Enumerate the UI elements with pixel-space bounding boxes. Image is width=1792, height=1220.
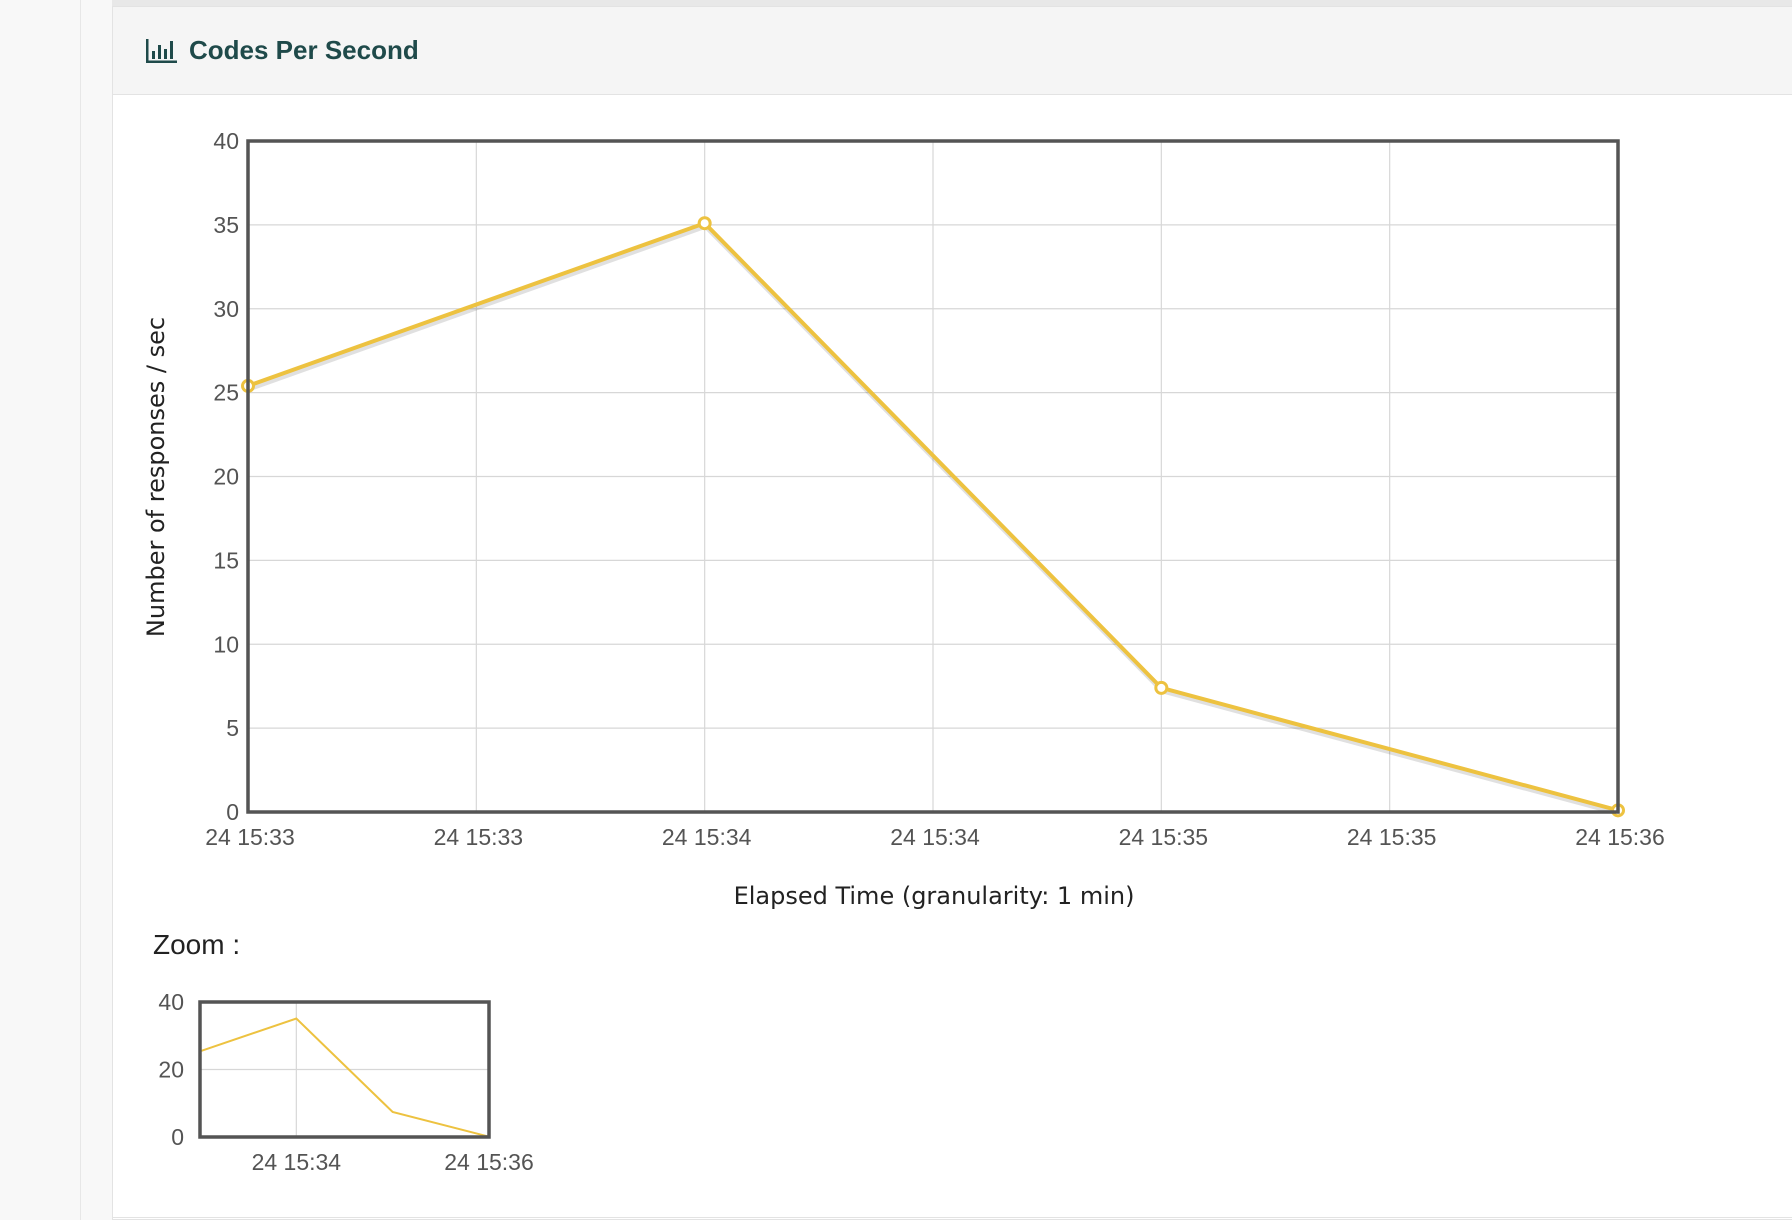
- data-point[interactable]: [1154, 680, 1169, 695]
- y-tick-label: 5: [226, 715, 239, 741]
- x-tick-label: 24 15:36: [1575, 824, 1665, 850]
- x-tick-label: 24 15:35: [1119, 824, 1209, 850]
- panel-title: Codes Per Second: [189, 35, 419, 65]
- series-line: [247, 221, 1619, 813]
- x-tick-label: 24 15:34: [662, 824, 752, 850]
- zoom-x-tick-label: 24 15:36: [444, 1149, 534, 1175]
- x-tick-label: 24 15:33: [205, 824, 295, 850]
- left-sidebar: [0, 0, 81, 1220]
- codes-per-second-panel: Codes Per Second: [112, 6, 1792, 1220]
- bar-chart-icon: [146, 38, 177, 63]
- y-tick-label: 15: [213, 547, 239, 573]
- zoom-y-tick-label: 0: [171, 1124, 184, 1150]
- y-tick-label: 25: [213, 380, 239, 406]
- zoom-y-tick-label: 20: [158, 1057, 184, 1083]
- x-tick-label: 24 15:35: [1347, 824, 1437, 850]
- zoom-x-tick-labels: 24 15:34 24 15:36: [252, 1149, 534, 1175]
- data-point[interactable]: [697, 216, 712, 231]
- y-tick-label: 20: [213, 464, 239, 490]
- y-tick-label: 0: [226, 799, 239, 825]
- y-tick-label: 10: [213, 631, 239, 657]
- zoom-chart-grid: [200, 1001, 490, 1138]
- y-tick-label: 40: [213, 128, 239, 154]
- y-axis-label: Number of responses / sec: [142, 317, 170, 637]
- x-axis-label: Elapsed Time (granularity: 1 min): [734, 882, 1135, 910]
- x-tick-label: 24 15:33: [434, 824, 524, 850]
- previous-panel-edge: [112, 0, 1792, 6]
- y-tick-label: 30: [213, 296, 239, 322]
- zoom-y-tick-label: 40: [158, 989, 184, 1015]
- zoom-series-line: [199, 1017, 490, 1138]
- zoom-chart-series[interactable]: [199, 1017, 490, 1138]
- main-y-tick-labels: 0 5 10 15 20 25 30 35 40: [213, 128, 239, 825]
- panel-heading[interactable]: Codes Per Second: [113, 7, 1792, 95]
- zoom-y-tick-labels: 0 20 40: [158, 989, 184, 1150]
- zoom-chart-frame[interactable]: [198, 1000, 491, 1139]
- main-x-tick-labels: 24 15:33 24 15:33 24 15:34 24 15:34 24 15:35…: [205, 824, 1665, 850]
- zoom-label: Zoom :: [153, 929, 240, 960]
- y-tick-label: 35: [213, 212, 239, 238]
- panel-bottom-border: [113, 1217, 1792, 1218]
- main-chart-frame: [246, 139, 1620, 814]
- x-tick-label: 24 15:34: [890, 824, 980, 850]
- main-chart-series[interactable]: [241, 216, 1625, 818]
- zoom-x-tick-label: 24 15:34: [252, 1149, 342, 1175]
- main-chart-grid: [247, 140, 1619, 813]
